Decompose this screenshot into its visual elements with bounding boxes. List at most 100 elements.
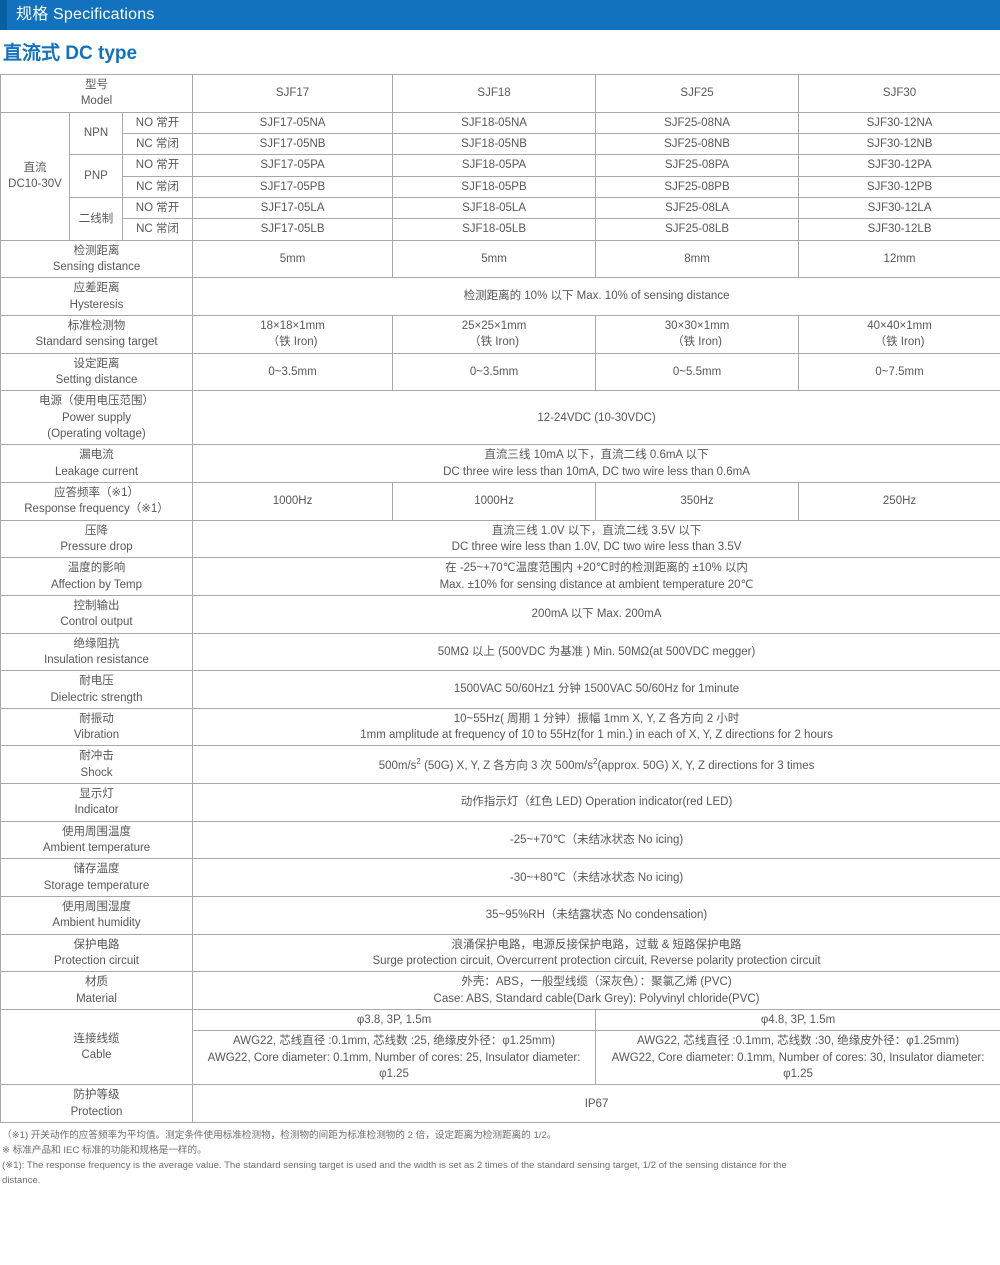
- label-cn: 显示灯: [79, 788, 114, 801]
- label-cn: 漏电流: [79, 449, 114, 462]
- cable-left-detail: AWG22, 芯线直径 :0.1mm, 芯线数 :25, 绝缘皮外径：φ1.25…: [192, 1030, 597, 1086]
- value-cn: 外壳：ABS，一般型线缆（深灰色）：聚氯乙烯 (PVC): [461, 976, 732, 989]
- table-row-power-supply: 电源（使用电压范围） Power supply (Operating volta…: [0, 390, 1000, 446]
- value-cell: 0~3.5mm: [192, 352, 394, 392]
- model-header-sjf18: SJF18: [392, 74, 597, 113]
- value-cell: 35~95%RH（未结露状态 No condensation): [192, 896, 1000, 935]
- label-cn: 应答频率（※1）: [54, 486, 140, 499]
- value-cell: 40×40×1mm （铁 Iron): [798, 314, 1000, 354]
- value-en: Max. ±10% for sensing distance at ambien…: [439, 578, 754, 591]
- label-en: Setting distance: [55, 373, 138, 386]
- label-power-supply: 电源（使用电压范围） Power supply (Operating volta…: [0, 390, 194, 446]
- value-cell: 1500VAC 50/60Hz1 分钟 1500VAC 50/60Hz for …: [192, 670, 1000, 709]
- label-storage-temperature: 储存温度 Storage temperature: [0, 858, 194, 898]
- label-standard-sensing-target: 标准检测物 Standard sensing target: [0, 314, 194, 354]
- label-vibration: 耐振动 Vibration: [0, 707, 194, 747]
- footnotes: （※1) 开关动作的应答频率为平均值。测定条件使用标准检测物，检测物的间距为标准…: [0, 1123, 1000, 1188]
- footnote-line-3: (※1): The response frequency is the aver…: [2, 1159, 787, 1171]
- table-row-setting-distance: 设定距离 Setting distance 0~3.5mm 0~3.5mm 0~…: [0, 352, 1000, 392]
- value-cell: 1000Hz: [192, 481, 394, 521]
- value-cell: 直流三线 10mA 以下，直流二线 0.6mA 以下 DC three wire…: [192, 444, 1000, 483]
- value-cell: 200mA 以下 Max. 200mA: [192, 594, 1000, 634]
- label-cn: 温度的影响: [67, 562, 126, 575]
- label-cn: 耐冲击: [79, 750, 114, 763]
- label-en: Control output: [60, 616, 133, 629]
- model-cell: SJF30-12PA: [798, 154, 1000, 177]
- model-cell: SJF17-05NB: [192, 132, 394, 156]
- label-cn: 标准检测物: [67, 319, 126, 332]
- power-group-label-cn: 直流: [23, 161, 47, 174]
- value-cell: 10~55Hz( 周期 1 分钟）振幅 1mm X, Y, Z 各方向 2 小时…: [192, 707, 1000, 747]
- label-cn: 耐振动: [79, 712, 114, 725]
- label-cn: 储存温度: [73, 863, 120, 876]
- output-type-npn: NPN: [69, 111, 123, 156]
- model-cell: SJF30-12LA: [798, 196, 1000, 220]
- label-en: Protection circuit: [54, 955, 140, 968]
- contact-nc: NC 常闭: [121, 175, 194, 198]
- table-row-material: 材质 Material 外壳：ABS，一般型线缆（深灰色）：聚氯乙烯 (PVC)…: [0, 971, 1000, 1011]
- label-hysteresis: 应差距离 Hysteresis: [0, 277, 194, 316]
- label-affection-by-temp: 温度的影响 Affection by Temp: [0, 557, 194, 596]
- table-row-storage-temperature: 储存温度 Storage temperature -30~+80℃（未结冰状态 …: [0, 858, 1000, 898]
- value-cell: 0~5.5mm: [595, 352, 800, 392]
- label-leakage-current: 漏电流 Leakage current: [0, 444, 194, 483]
- label-ambient-temperature: 使用周围温度 Ambient temperature: [0, 820, 194, 860]
- label-en: Standard sensing target: [35, 336, 158, 349]
- value-line1: 40×40×1mm: [867, 319, 932, 332]
- model-cell: SJF25-08NB: [595, 132, 800, 156]
- cable-right-head: φ4.8, 3P, 1.5m: [595, 1009, 1000, 1032]
- table-row-pressure-drop: 压降 Pressure drop 直流三线 1.0V 以下，直流二线 3.5V …: [0, 519, 1000, 559]
- footnote-line-1: （※1) 开关动作的应答频率为平均值。测定条件使用标准检测物，检测物的间距为标准…: [2, 1130, 557, 1142]
- model-header-sjf17: SJF17: [192, 74, 394, 113]
- label-sensing-distance: 检测距离 Sensing distance: [0, 239, 194, 279]
- label-ambient-humidity: 使用周围湿度 Ambient humidity: [0, 896, 194, 935]
- label-cn: 电源（使用电压范围）: [39, 395, 155, 408]
- value-cell: 0~7.5mm: [798, 352, 1000, 392]
- value-en: 1mm amplitude at frequency of 10 to 55Hz…: [360, 729, 833, 742]
- table-row-protection-circuit: 保护电路 Protection circuit 浪涌保护电路，电源反接保护电路，…: [0, 933, 1000, 973]
- label-en: Dielectric strength: [50, 691, 143, 704]
- contact-nc: NC 常闭: [121, 132, 194, 156]
- label-en: Affection by Temp: [51, 578, 143, 591]
- label-en: Sensing distance: [52, 260, 141, 273]
- model-cell: SJF18-05NA: [392, 111, 597, 134]
- model-cell: SJF30-12NB: [798, 132, 1000, 156]
- label-en: Ambient temperature: [42, 842, 151, 855]
- shock-pre: 500m/s: [378, 759, 417, 772]
- label-setting-distance: 设定距离 Setting distance: [0, 352, 194, 392]
- output-type-pnp: PNP: [69, 154, 123, 198]
- value-en: AWG22, Core diameter: 0.1mm, Number of c…: [611, 1051, 985, 1081]
- table-row-hysteresis: 应差距离 Hysteresis 检测距离的 10% 以下 Max. 10% of…: [0, 277, 1000, 316]
- value-line1: 18×18×1mm: [260, 319, 325, 332]
- value-cn: 在 -25~+70℃温度范围内 +20℃时的检测距离的 ±10% 以内: [445, 562, 748, 575]
- model-cell: SJF25-08LA: [595, 196, 800, 220]
- label-en: Pressure drop: [60, 540, 133, 553]
- label-en: Indicator: [74, 804, 119, 817]
- table-row-standard-sensing-target: 标准检测物 Standard sensing target 18×18×1mm …: [0, 314, 1000, 354]
- table-row-control-output: 控制输出 Control output 200mA 以下 Max. 200mA: [0, 594, 1000, 634]
- value-cell: 0~3.5mm: [392, 352, 597, 392]
- table-row: NC 常闭 SJF17-05PB SJF18-05PB SJF25-08PB S…: [1, 175, 1000, 198]
- shock-sup2: 2: [593, 756, 598, 766]
- value-cell: -30~+80℃（未结冰状态 No icing): [192, 858, 1000, 898]
- specifications-header-bar: 规格 Specifications: [0, 0, 1000, 30]
- value-line1: 30×30×1mm: [664, 319, 730, 332]
- model-cell: SJF17-05LB: [192, 218, 394, 241]
- contact-no: NO 常开: [121, 111, 194, 134]
- table-row-ambient-temperature: 使用周围温度 Ambient temperature -25~+70℃（未结冰状…: [0, 820, 1000, 860]
- table-row-vibration: 耐振动 Vibration 10~55Hz( 周期 1 分钟）振幅 1mm X,…: [0, 707, 1000, 747]
- label-cn: 检测距离: [73, 244, 120, 257]
- cable-right-detail: AWG22, 芯线直径 :0.1mm, 芯线数 :30, 绝缘皮外径：φ1.25…: [595, 1030, 1000, 1086]
- table-row-cable-head: 连接线缆 Cable φ3.8, 3P, 1.5m φ4.8, 3P, 1.5m: [0, 1009, 1000, 1086]
- value-cell: IP67: [192, 1084, 1000, 1124]
- value-cn: AWG22, 芯线直径 :0.1mm, 芯线数 :30, 绝缘皮外径：φ1.25…: [637, 1035, 960, 1048]
- label-cn: 连接线缆: [73, 1032, 120, 1045]
- label-en: Insulation resistance: [44, 653, 149, 666]
- label-cable: 连接线缆 Cable: [0, 1009, 194, 1086]
- label-control-output: 控制输出 Control output: [0, 594, 194, 634]
- power-group-label-cell: 直流 DC10-30V: [0, 111, 70, 241]
- table-row-response-frequency: 应答频率（※1） Response frequency（※1） 1000Hz 1…: [0, 481, 1000, 521]
- shock-sup1: 2: [416, 756, 421, 766]
- table-row-model-header: 型号 Model SJF17 SJF18 SJF25 SJF30: [0, 74, 1000, 113]
- value-line2: （铁 Iron): [874, 336, 925, 349]
